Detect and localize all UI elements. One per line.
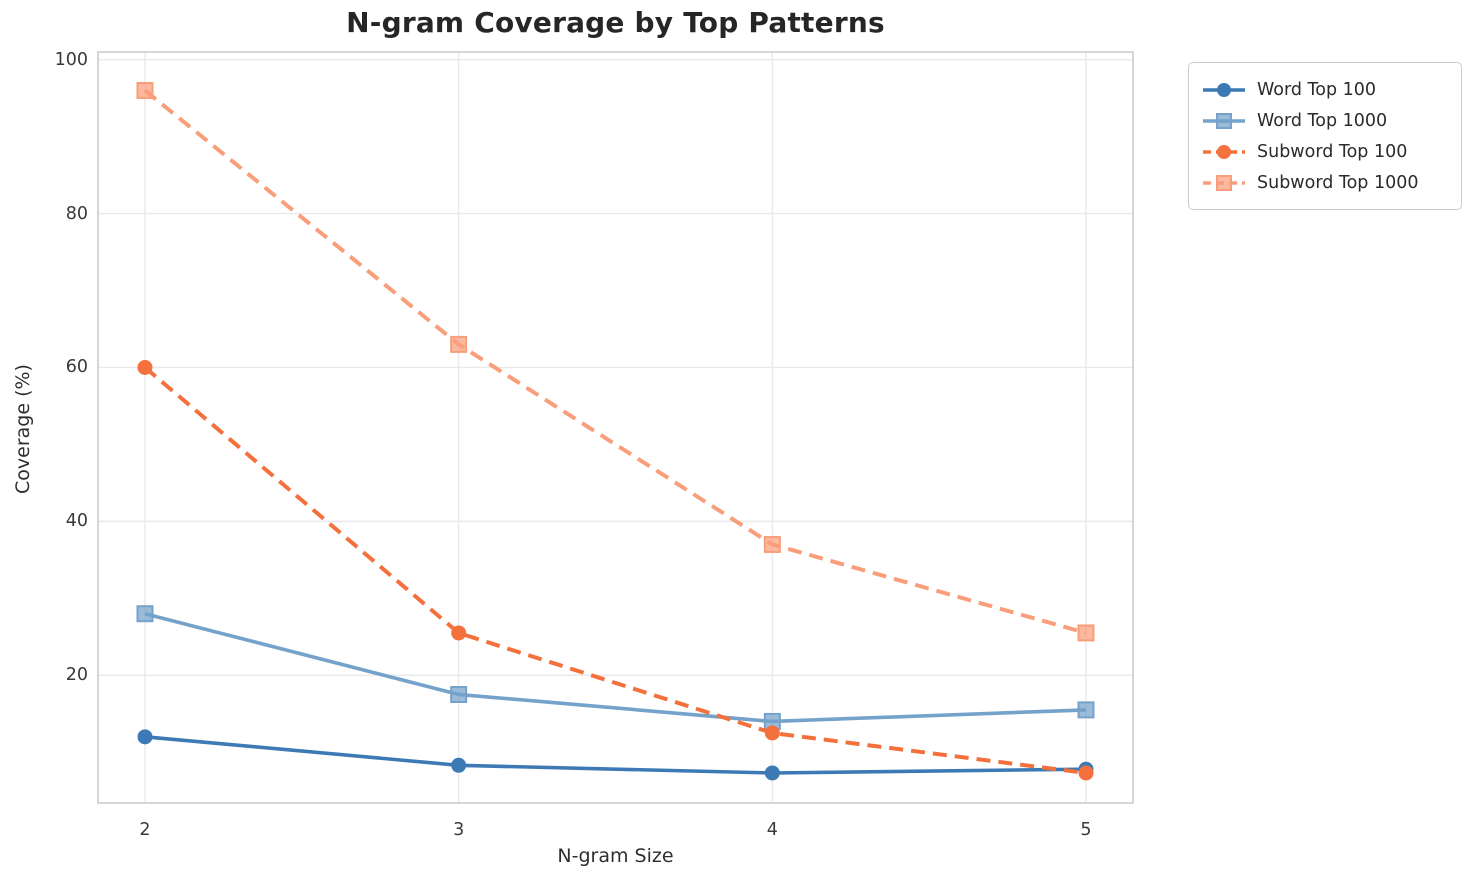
legend-item-word-top-1000: Word Top 1000 bbox=[1201, 105, 1449, 136]
x-axis-label: N-gram Size bbox=[557, 845, 674, 867]
legend-label: Word Top 1000 bbox=[1257, 110, 1388, 131]
legend-label: Subword Top 1000 bbox=[1257, 172, 1419, 193]
y-tick-label: 40 bbox=[65, 511, 88, 532]
legend-item-subword-top-100: Subword Top 100 bbox=[1201, 136, 1449, 167]
legend-marker-icon bbox=[1203, 82, 1245, 97]
y-tick-label: 100 bbox=[54, 49, 88, 70]
x-tick-label: 5 bbox=[1080, 820, 1092, 840]
y-tick-label: 80 bbox=[65, 203, 88, 224]
legend-label: Word Top 100 bbox=[1257, 79, 1377, 100]
legend: Word Top 100 Word Top 1000 Subword Top 1… bbox=[1188, 62, 1462, 210]
legend-label: Subword Top 100 bbox=[1257, 141, 1408, 162]
legend-item-subword-top-1000: Subword Top 1000 bbox=[1201, 167, 1449, 198]
x-tick-label: 2 bbox=[139, 820, 151, 840]
x-tick-label: 3 bbox=[453, 820, 465, 840]
legend-item-word-top-100: Word Top 100 bbox=[1201, 74, 1449, 105]
x-tick-label: 4 bbox=[766, 820, 778, 840]
legend-marker-icon bbox=[1203, 112, 1245, 129]
y-tick-label: 20 bbox=[65, 665, 88, 686]
chart-title: N-gram Coverage by Top Patterns bbox=[346, 6, 885, 39]
y-tick-label: 60 bbox=[65, 357, 88, 378]
legend-marker-icon bbox=[1203, 174, 1245, 191]
legend-marker-icon bbox=[1203, 144, 1245, 159]
y-axis-label: Coverage (%) bbox=[12, 364, 34, 494]
